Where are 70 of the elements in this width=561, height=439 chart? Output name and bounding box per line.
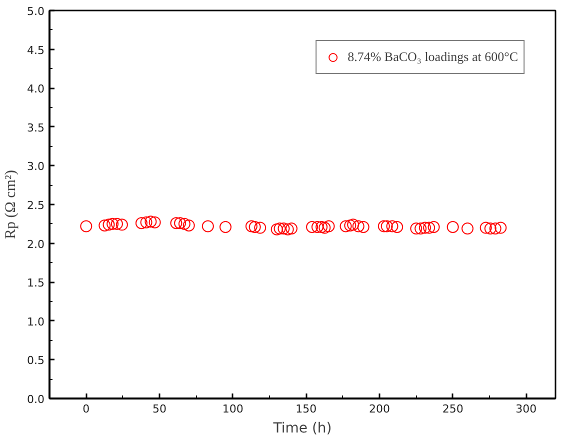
point	[116, 218, 128, 231]
point	[316, 221, 328, 233]
point	[174, 217, 186, 230]
y-tick-label: 4.0	[27, 82, 45, 96]
point	[494, 222, 507, 234]
x-axis-title: Time (h)	[272, 420, 332, 436]
point	[98, 219, 111, 232]
y-tick-label: 1.0	[27, 315, 45, 328]
point	[278, 222, 290, 235]
x-tick-label: 0	[82, 402, 90, 416]
point	[484, 222, 496, 235]
point	[248, 221, 261, 233]
point	[306, 221, 318, 233]
x-tick-label: 100	[222, 402, 244, 416]
x-tick-label: 250	[442, 402, 464, 416]
point	[202, 220, 214, 232]
point	[254, 222, 266, 234]
y-tick-label: 4.5	[27, 44, 45, 57]
point	[347, 218, 360, 231]
point	[311, 221, 324, 233]
point	[148, 216, 161, 228]
y-tick-label: 0.0	[27, 393, 45, 406]
y-tick-label: 0.5	[27, 354, 45, 368]
point	[489, 222, 502, 235]
point	[110, 218, 123, 230]
y-axis-title: Rp (Ω cm²)	[3, 170, 20, 239]
point	[144, 216, 157, 228]
y-tick-label: 5.0	[27, 5, 45, 18]
y-tick-label: 3.0	[27, 160, 45, 174]
y-tick-label: 2.0	[27, 238, 45, 251]
x-tick-label: 300	[516, 402, 537, 416]
point	[318, 222, 331, 234]
point	[106, 218, 119, 230]
x-tick-label: 50	[152, 402, 166, 416]
legend-label: 8.74% BaCO₃ loadings at 600°C	[348, 49, 518, 65]
point	[340, 220, 352, 232]
point	[423, 222, 436, 234]
point	[386, 220, 398, 232]
y-tick-label: 3.5	[27, 121, 45, 134]
point	[245, 220, 258, 232]
point	[352, 220, 364, 232]
point	[182, 219, 195, 232]
point	[380, 220, 393, 232]
point	[140, 216, 152, 228]
y-tick-label: 1.5	[27, 276, 45, 290]
point	[270, 223, 283, 236]
point	[446, 221, 459, 233]
x-tick-label: 200	[369, 402, 390, 416]
point	[357, 221, 370, 233]
point	[102, 218, 115, 231]
point	[220, 221, 232, 233]
point	[410, 222, 422, 235]
point	[480, 222, 492, 234]
point	[322, 220, 335, 232]
point	[178, 218, 190, 230]
point	[135, 217, 148, 230]
point	[391, 221, 404, 233]
point	[274, 222, 286, 235]
y-tick-label: 2.5	[27, 199, 45, 212]
point	[378, 220, 390, 232]
x-tick-label: 150	[296, 402, 317, 416]
point	[170, 217, 182, 230]
point	[80, 220, 92, 232]
point	[418, 222, 431, 234]
point	[344, 219, 356, 232]
point	[462, 222, 474, 235]
point	[282, 223, 294, 236]
point	[428, 221, 440, 233]
point	[414, 222, 427, 235]
point	[286, 222, 298, 235]
